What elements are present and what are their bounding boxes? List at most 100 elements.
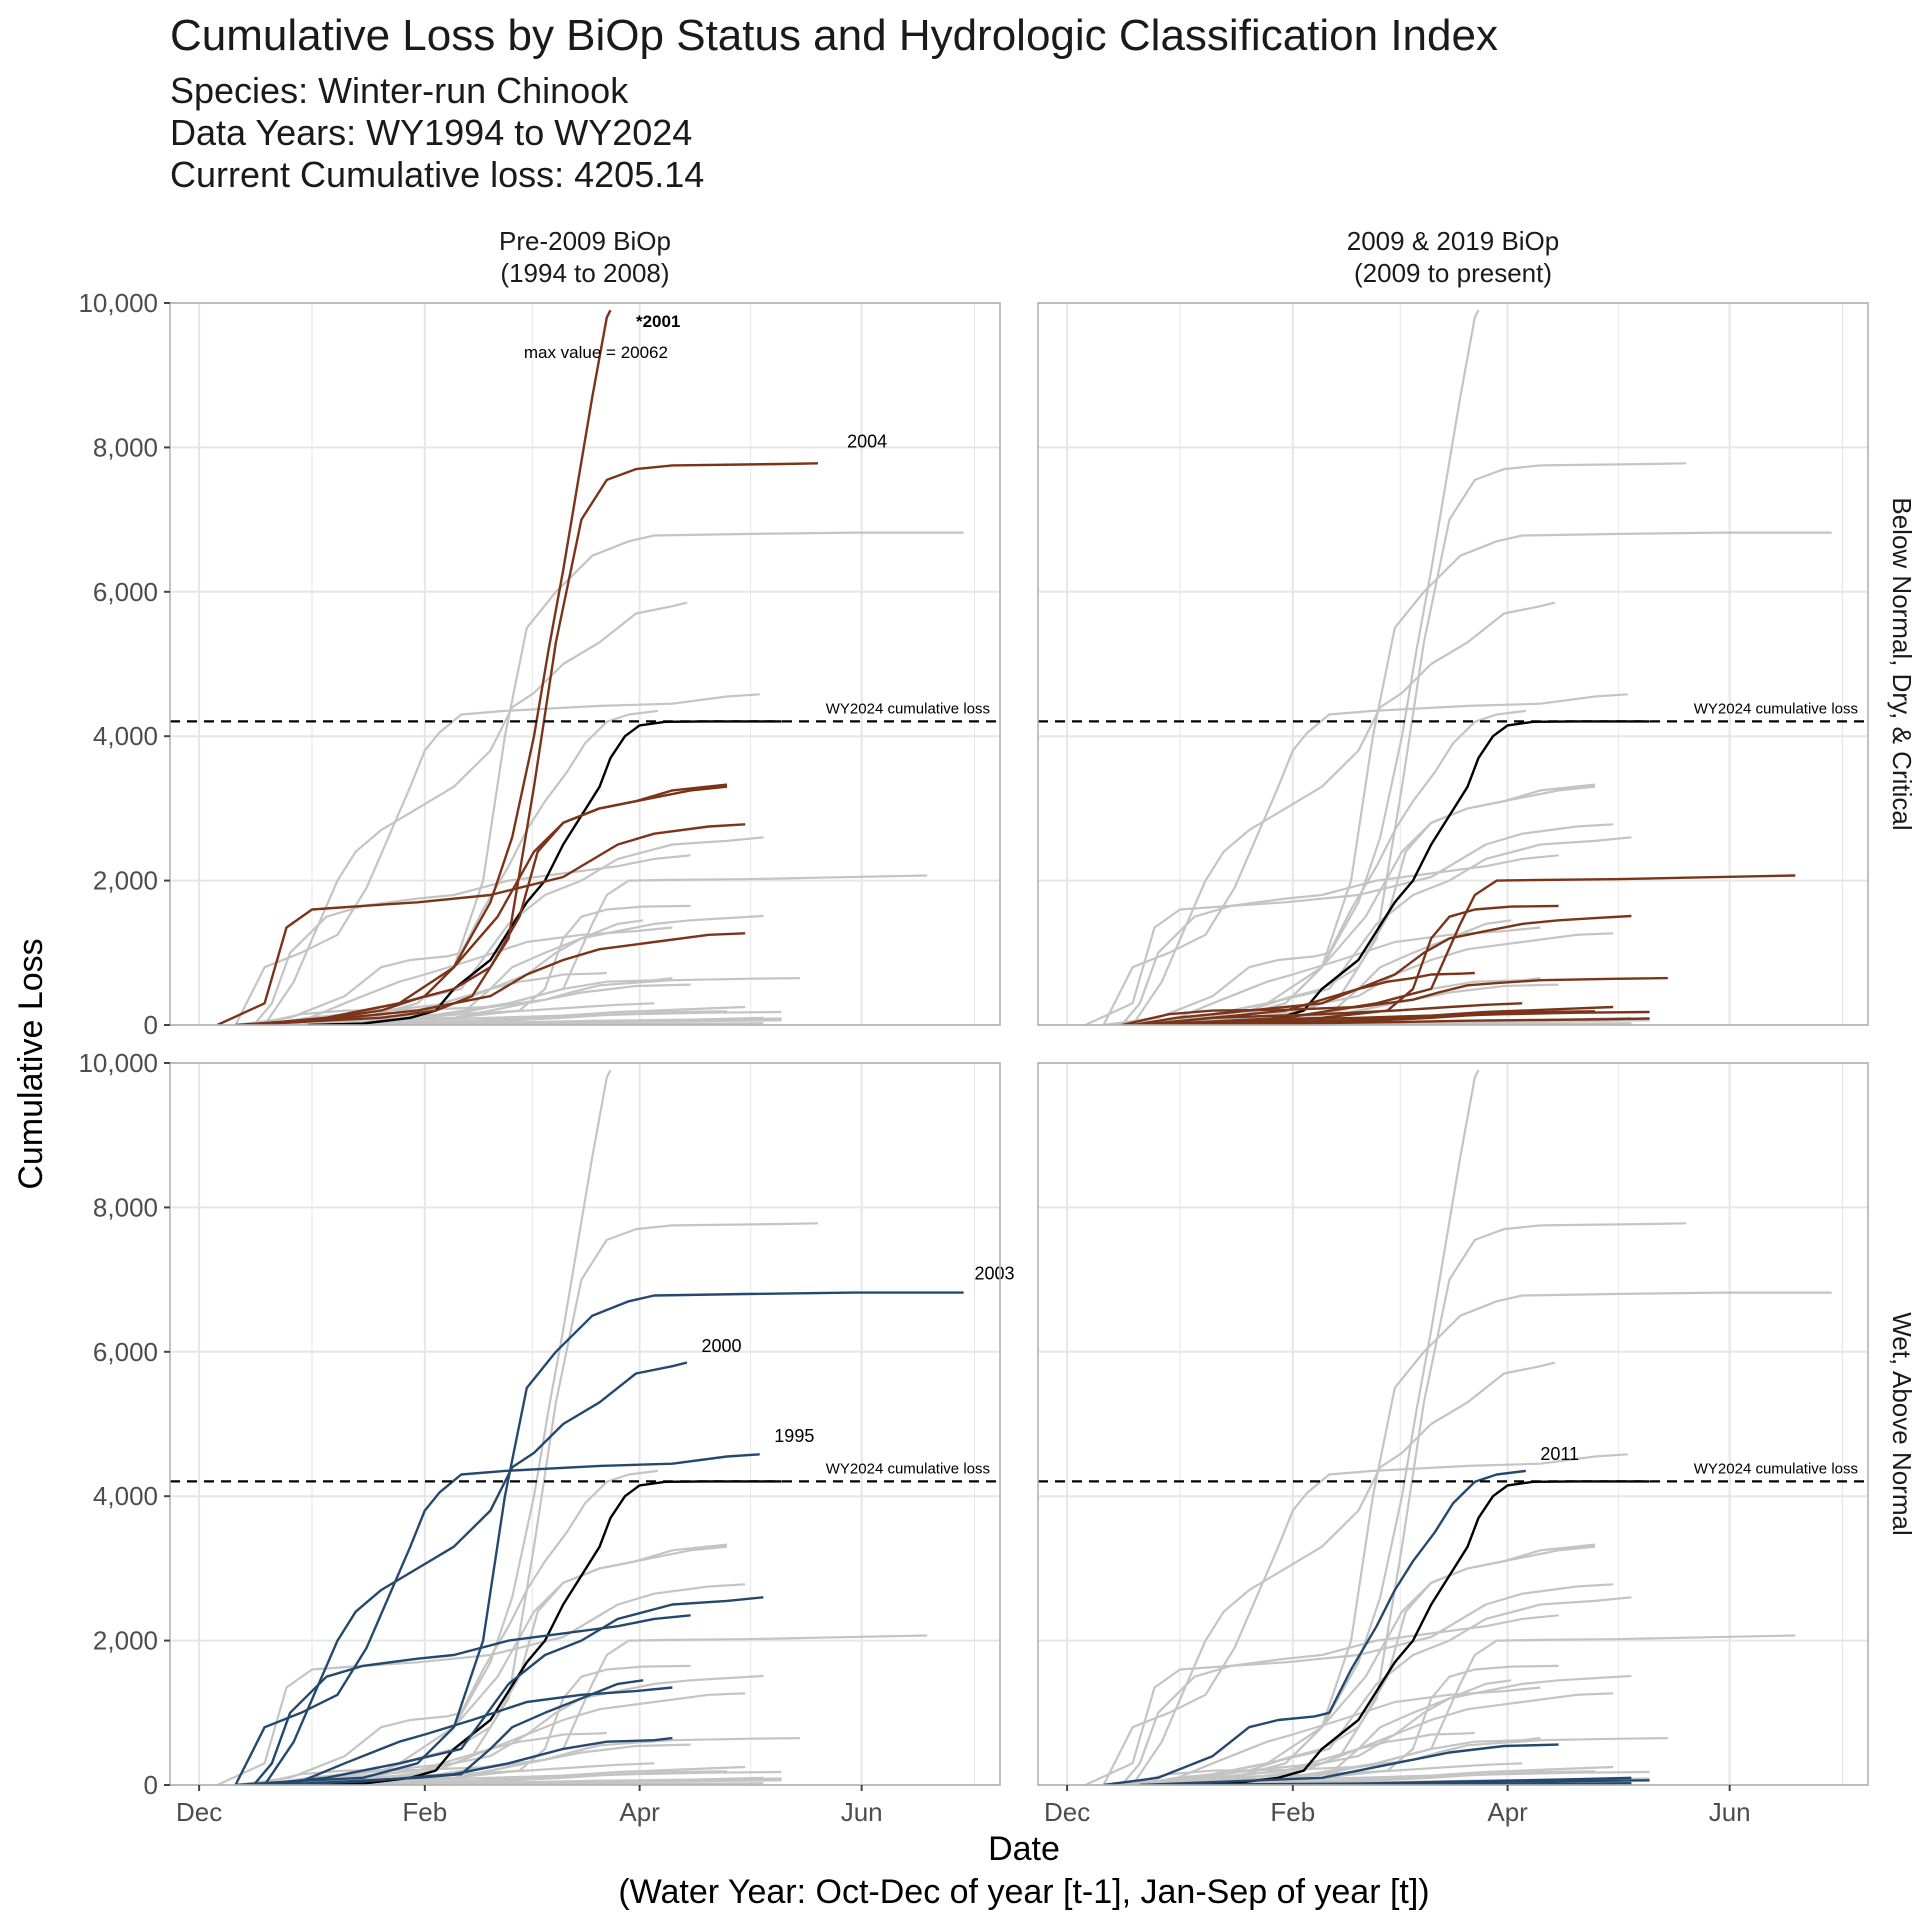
series-line-2021: [1139, 1762, 1523, 1785]
series-line-2012: [1139, 1731, 1475, 1785]
series-line-1996: [242, 1686, 673, 1785]
year-label-2000: 2000: [701, 1336, 741, 1356]
x-tick-label: Jun: [1709, 1797, 1751, 1827]
x-tick-label: Dec: [1044, 1797, 1090, 1827]
x-tick-label: Apr: [1487, 1797, 1528, 1827]
series-line-2013: [1132, 914, 1632, 1025]
year-label-2003: 2003: [975, 1264, 1015, 1284]
series-line-2006: [253, 1596, 764, 1785]
row-strip-label: Wet, Above Normal: [1887, 1312, 1917, 1536]
series-lines: [216, 1069, 964, 1785]
series-line-1998: [1120, 854, 1559, 1025]
y-tick-label: 8,000: [93, 432, 158, 462]
reference-line-label: WY2024 cumulative loss: [1694, 1460, 1858, 1477]
series-line-2022: [1158, 1010, 1596, 1025]
series-line-1995: [234, 693, 760, 1025]
column-strip-label: (2009 to present): [1354, 258, 1552, 288]
series-line-2000: [1131, 601, 1556, 1025]
series-line-2024: [1176, 1480, 1650, 1785]
reference-line-label: WY2024 cumulative loss: [826, 1460, 990, 1477]
series-line-2001: [1110, 309, 1480, 1025]
x-axis-title: Date: [988, 1830, 1060, 1868]
series-line-2000: [263, 1361, 688, 1785]
column-strip-label: 2009 & 2019 BiOp: [1347, 226, 1560, 256]
panel-border: [169, 302, 1001, 1026]
series-line-2016: [1121, 976, 1668, 1025]
series-line-2018: [1139, 904, 1559, 1025]
y-tick-label: 8,000: [93, 1192, 158, 1222]
panel-r1-c1: WY2024 cumulative loss 2011 Dec Feb Apr Jun: [1037, 1062, 1869, 1827]
chart-subtitle-years: Data Years: WY1994 to WY2024: [170, 112, 693, 153]
x-axis-subtitle: (Water Year: Oct-Dec of year [t-1], Jan-…: [618, 1873, 1429, 1911]
series-lines: [216, 309, 964, 1025]
annotation-max-value: max value = 20062: [524, 343, 668, 362]
y-tick-label: 2,000: [93, 1626, 158, 1656]
y-tick-label: 10,000: [78, 1048, 158, 1078]
column-strip-label: Pre-2009 BiOp: [499, 226, 671, 256]
y-tick-label: 6,000: [93, 1337, 158, 1367]
series-line-1995: [234, 1453, 760, 1785]
chart-title: Cumulative Loss by BiOp Status and Hydro…: [170, 11, 1498, 60]
series-line-2001: [242, 309, 612, 1025]
series-line-1997: [1084, 1583, 1614, 1785]
annotation-2001-label: *2001: [636, 312, 680, 331]
chart-subtitle-species: Species: Winter-run Chinook: [170, 70, 629, 111]
series-line-2003: [1103, 531, 1832, 1025]
series-line-1998: [1120, 1614, 1559, 1785]
series-line-1995: [1102, 693, 1628, 1025]
series-line-2008: [1110, 785, 1596, 1025]
series-line-2007: [235, 932, 746, 1025]
y-axis-title: Cumulative Loss: [12, 938, 50, 1189]
series-line-2011: [235, 1469, 658, 1785]
panel-border: [1037, 302, 1869, 1026]
y-tick-label: 6,000: [93, 577, 158, 607]
series-line-2003: [235, 1291, 964, 1785]
series-line-2021: [1139, 1002, 1523, 1025]
series-line-1997: [216, 823, 746, 1025]
x-tick-label: Feb: [402, 1797, 447, 1827]
year-label-2004: 2004: [847, 431, 887, 451]
series-lines: [1084, 1069, 1832, 1785]
series-line-2013: [264, 1674, 764, 1785]
series-line-2008: [242, 785, 728, 1025]
series-line-2000: [1131, 1361, 1556, 1785]
reference-line-label: WY2024 cumulative loss: [1694, 700, 1858, 717]
series-line-2010: [1139, 1743, 1559, 1785]
series-line-2000: [263, 601, 688, 1025]
panel-r0-c1: WY2024 cumulative loss: [1037, 302, 1869, 1026]
y-tick-label: 0: [144, 1010, 158, 1040]
x-tick-label: Apr: [619, 1797, 660, 1827]
series-line-2016: [253, 977, 800, 1025]
reference-line-label: WY2024 cumulative loss: [826, 700, 990, 717]
y-tick-label: 2,000: [93, 866, 158, 896]
series-line-1997: [216, 1583, 746, 1785]
chart-subtitle-current-loss: Current Cumulative loss: 4205.14: [170, 154, 705, 195]
series-line-2016: [253, 1737, 800, 1785]
series-line-2011: [1103, 709, 1526, 1025]
panel-border: [1037, 1062, 1869, 1786]
y-tick-label: 10,000: [78, 288, 158, 318]
series-line-2005: [271, 1736, 673, 1785]
y-tick-label: 4,000: [93, 721, 158, 751]
series-line-2003: [235, 531, 964, 1025]
panel-r1-c0: WY2024 cumulative loss 2003 2000 1995 0 2,000…: [78, 1048, 1014, 1827]
panel-r0-c0: WY2024 cumulative loss 2004 *2001 max value…: [78, 288, 1001, 1040]
series-line-2011: [235, 709, 658, 1025]
x-tick-label: Feb: [1270, 1797, 1315, 1827]
series-line-1995: [1102, 1453, 1628, 1785]
year-label-2011: 2011: [1540, 1444, 1579, 1464]
series-lines: [1084, 309, 1832, 1025]
series-line-2004: [242, 462, 819, 1025]
series-line-2012: [1139, 971, 1475, 1025]
row-strip-label: Below Normal, Dry, & Critical: [1887, 497, 1917, 830]
x-tick-label: Dec: [176, 1797, 222, 1827]
series-line-1998: [252, 1614, 691, 1785]
series-line-2001: [242, 1069, 612, 1785]
series-line-2022: [290, 1770, 728, 1785]
series-line-2018: [271, 1664, 691, 1785]
column-strip-label: (1994 to 2008): [500, 258, 669, 288]
series-line-2001: [1110, 1069, 1480, 1785]
y-tick-label: 0: [144, 1770, 158, 1800]
